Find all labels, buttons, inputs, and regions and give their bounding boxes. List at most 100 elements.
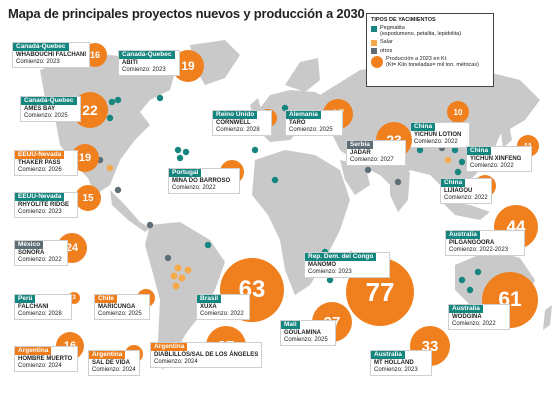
- legend-label: Salar: [380, 39, 393, 45]
- project-start: Comienzo: 2022: [452, 321, 496, 327]
- project-label: Chile MARICUNGA Comienzo: 2025: [94, 294, 150, 320]
- production-bubble: 10: [447, 101, 469, 123]
- project-name: PILGANGOORA: [449, 240, 495, 246]
- project-name: XUXA: [200, 304, 217, 310]
- project-region: Australia: [449, 305, 483, 313]
- project-start: Comienzo: 2022: [444, 195, 488, 201]
- project-label: EEUU-Nevada RHYOLITE RIDGE Comienzo: 2023: [14, 192, 78, 218]
- project-region: China: [467, 147, 492, 155]
- project-label: Canadá-Quebec WHABOUCHI FALCHANI Comienzo:…: [12, 42, 90, 68]
- deposit-dot: [281, 104, 289, 112]
- project-name: LIJIAGOU: [444, 188, 473, 194]
- project-label: Perú FALCHANI Comienzo: 2028: [14, 294, 72, 320]
- project-start: Comienzo: 2022: [18, 257, 62, 263]
- legend-item-pegmatita: Pegmatita (espodumeno, petalita, lepidoli…: [371, 25, 489, 37]
- project-name: DIABLILLOS/SAL DE LOS ÁNGELES: [154, 352, 259, 358]
- deposit-dot: [184, 266, 192, 274]
- project-name: FALCHANI: [18, 304, 49, 310]
- project-name: CORNWELL: [216, 120, 251, 126]
- deposit-dot: [451, 146, 459, 154]
- project-region: China: [411, 123, 436, 131]
- project-start: Comienzo: 2022: [200, 311, 244, 317]
- project-region: Australia: [446, 231, 480, 239]
- salar-swatch: [371, 39, 377, 46]
- deposit-dot: [114, 96, 122, 104]
- legend-item-otros: otros: [371, 47, 489, 54]
- project-start: Comienzo: 2025: [284, 337, 328, 343]
- project-name: RHYOLITE RIDGE: [18, 202, 70, 208]
- project-start: Comienzo: 2022-2023: [449, 247, 509, 253]
- greenland: [190, 40, 240, 85]
- deposit-dot: [251, 146, 259, 154]
- project-name: SAL DE VIDA: [92, 360, 130, 366]
- scandinavia: [285, 58, 320, 92]
- project-label: Serbia JADAR Comienzo: 2027: [346, 140, 406, 166]
- project-region: EEUU-Nevada: [15, 193, 65, 201]
- project-label: China YICHUN XINFENG Comienzo: 2022: [466, 146, 532, 172]
- project-label: Argentina SAL DE VIDA Comienzo: 2024: [88, 350, 140, 376]
- project-label: Australia WODGINA Comienzo: 2022: [448, 304, 510, 330]
- project-label: China LIJIAGOU Comienzo: 2022: [440, 178, 492, 204]
- project-name: HOMBRE MUERTO: [18, 356, 73, 362]
- project-name: ABITI: [122, 60, 138, 66]
- project-name: GOULAMINA: [284, 330, 321, 336]
- project-name: WHABOUCHI FALCHANI: [16, 52, 86, 58]
- deposit-dot: [176, 154, 184, 162]
- deposit-dot: [458, 158, 466, 166]
- southeast-asia: [440, 200, 490, 220]
- project-label: Australia MT HOLLAND Comienzo: 2023: [370, 350, 432, 376]
- legend-label: otros: [380, 47, 393, 54]
- project-label: Reino Unido CORNWELL Comienzo: 2028: [212, 110, 272, 136]
- project-start: Comienzo: 2025: [24, 113, 68, 119]
- project-label: EEUU-Nevada THAKER PASS Comienzo: 2026: [14, 150, 78, 176]
- project-start: Comienzo: 2024: [92, 367, 136, 373]
- project-label: Argentina DIABLILLOS/SAL DE LOS ÁNGELES Co…: [150, 342, 263, 368]
- project-start: Comienzo: 2024: [18, 363, 62, 369]
- legend: TIPOS DE YACIMIENTOS Pegmatita (espodumen…: [366, 13, 494, 87]
- project-label: Argentina HOMBRE MUERTO Comienzo: 2024: [14, 346, 78, 372]
- deposit-dot: [454, 168, 462, 176]
- project-name: MT HOLLAND: [374, 360, 414, 366]
- project-region: Serbia: [347, 141, 373, 149]
- legend-item-salar: Salar: [371, 39, 489, 46]
- deposit-dot: [156, 94, 164, 102]
- project-start: Comienzo: 2026: [18, 167, 62, 173]
- project-name: AMES BAY: [24, 106, 56, 112]
- project-label: México SONORA Comienzo: 2022: [14, 240, 68, 266]
- project-region: Argentina: [89, 351, 126, 359]
- project-label: Canadá-Quebec AMES BAY Comienzo: 2025: [20, 96, 81, 122]
- project-region: Canadá-Quebec: [13, 43, 69, 51]
- deposit-dot: [114, 186, 122, 194]
- project-start: Comienzo: 2022: [172, 185, 216, 191]
- project-region: Rep. Dem. del Congo: [305, 253, 377, 261]
- map-title: Mapa de principales proyectos nuevos y p…: [8, 6, 365, 21]
- project-region: Argentina: [15, 347, 52, 355]
- deposit-dot: [271, 176, 279, 184]
- project-name: THAKER PASS: [18, 160, 61, 166]
- project-label: Mali GOULAMINA Comienzo: 2025: [280, 320, 336, 346]
- pegmatita-swatch: [371, 25, 377, 32]
- project-label: Canadá-Quebec ABITI Comienzo: 2023: [118, 50, 180, 76]
- deposit-dot: [146, 221, 154, 229]
- deposit-dot: [466, 286, 474, 294]
- deposit-dot: [416, 146, 424, 154]
- project-region: Canadá-Quebec: [119, 51, 175, 59]
- project-region: Perú: [15, 295, 36, 303]
- project-region: Mali: [281, 321, 300, 329]
- legend-sublabel: (Kt= Kilo toneladas= mil ton. métricas): [386, 62, 479, 68]
- deposit-dot: [108, 98, 116, 106]
- project-label: Brasil XUXA Comienzo: 2022: [196, 294, 250, 320]
- project-region: Alemania: [286, 111, 321, 119]
- project-region: México: [15, 241, 44, 249]
- project-start: Comienzo: 2025: [289, 127, 333, 133]
- otros-swatch: [371, 48, 377, 54]
- project-region: China: [441, 179, 466, 187]
- legend-label: Producción a 2023 en Kt: [386, 56, 447, 62]
- deposit-dot: [474, 268, 482, 276]
- deposit-dot: [170, 272, 178, 280]
- project-region: Chile: [95, 295, 117, 303]
- deposit-dot: [444, 156, 452, 164]
- project-region: Brasil: [197, 295, 222, 303]
- project-name: JADAR: [350, 150, 371, 156]
